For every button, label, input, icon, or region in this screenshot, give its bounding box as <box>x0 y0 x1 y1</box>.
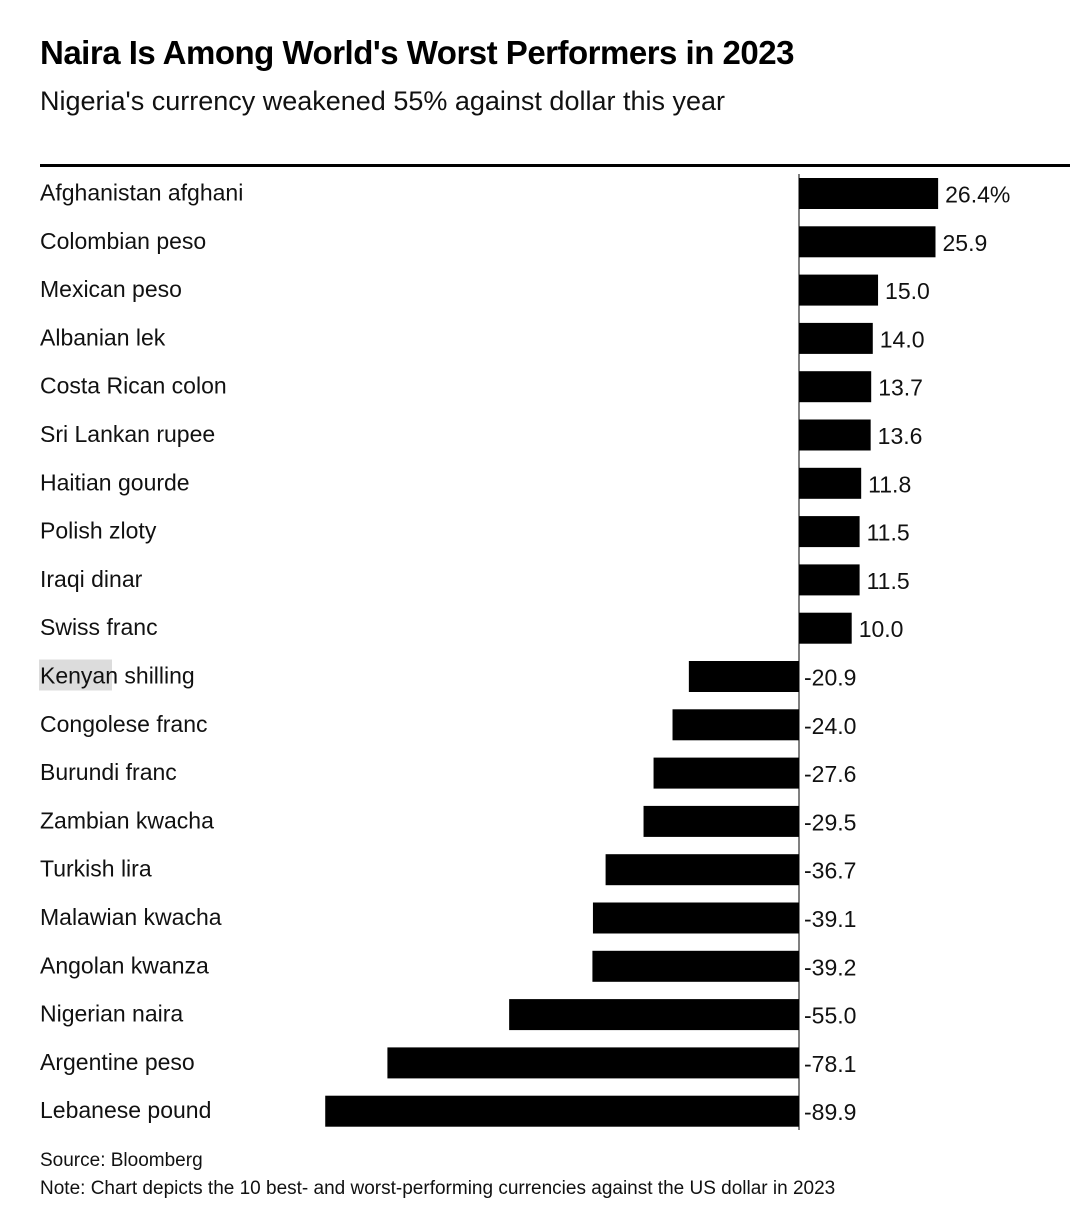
selection-highlight <box>39 659 112 691</box>
bar <box>799 274 879 306</box>
value-label: -39.2 <box>804 954 856 980</box>
bar <box>325 1095 799 1127</box>
category-label: Angolan kwanza <box>40 952 209 978</box>
value-label: -29.5 <box>804 809 856 835</box>
value-label: 15.0 <box>885 278 930 304</box>
category-label: Burundi franc <box>40 759 177 785</box>
category-label: Iraqi dinar <box>40 566 143 592</box>
bar <box>592 950 799 982</box>
value-label: -24.0 <box>804 713 856 739</box>
value-label: -55.0 <box>804 1003 856 1029</box>
category-label: Sri Lankan rupee <box>40 421 215 447</box>
value-label: 11.5 <box>867 568 910 594</box>
bar <box>592 902 799 934</box>
bar <box>799 516 860 548</box>
value-label: 25.9 <box>942 230 987 256</box>
value-label: -27.6 <box>804 761 856 787</box>
category-label: Haitian gourde <box>40 469 190 495</box>
source-note: Source: Bloomberg <box>40 1150 203 1171</box>
bar <box>387 1047 799 1079</box>
value-label: -78.1 <box>804 1051 856 1077</box>
bar <box>799 371 872 403</box>
category-label: Afghanistan afghani <box>40 180 243 206</box>
category-label: Congolese franc <box>40 711 208 737</box>
category-label: Turkish lira <box>40 856 152 882</box>
bar <box>653 757 799 789</box>
category-label: Albanian lek <box>40 324 166 350</box>
bar <box>688 661 799 692</box>
category-label: Argentine peso <box>40 1049 195 1075</box>
value-label: -39.1 <box>804 906 856 932</box>
category-label: Swiss franc <box>40 614 158 640</box>
category-label: Colombian peso <box>40 228 206 254</box>
value-label: 13.7 <box>878 375 923 401</box>
bar <box>799 419 871 451</box>
category-label: Malawian kwacha <box>40 904 222 930</box>
value-label: -36.7 <box>804 858 856 884</box>
value-label: 14.0 <box>880 326 925 352</box>
value-label: 11.8 <box>868 471 911 497</box>
bar <box>799 564 860 596</box>
value-label: 26.4% <box>945 182 1010 208</box>
category-label: Mexican peso <box>40 276 182 302</box>
bar <box>605 854 799 886</box>
category-label: Lebanese pound <box>40 1097 211 1123</box>
category-label: Costa Rican colon <box>40 373 227 399</box>
value-label: 13.6 <box>878 423 923 449</box>
top-rule <box>40 164 1070 167</box>
bar-chart: Afghanistan afghani 26.4% Colombian peso 25… <box>39 164 1070 1130</box>
value-label: -20.9 <box>804 665 856 691</box>
category-label: Kenyan shilling <box>40 663 195 689</box>
bar <box>799 612 852 644</box>
bar <box>643 805 799 837</box>
bar <box>672 709 799 741</box>
bar <box>799 322 873 354</box>
value-label: -89.9 <box>804 1099 856 1125</box>
category-label: Nigerian naira <box>40 1001 183 1027</box>
category-label: Polish zloty <box>40 518 157 544</box>
category-label: Zambian kwacha <box>40 807 214 833</box>
bar <box>799 178 939 209</box>
bar <box>509 999 799 1031</box>
bar <box>799 467 862 499</box>
value-label: 11.5 <box>867 520 910 546</box>
chart-title: Naira Is Among World's Worst Performers … <box>40 34 794 71</box>
value-label: 10.0 <box>859 616 904 642</box>
footnote: Note: Chart depicts the 10 best- and wor… <box>40 1178 836 1199</box>
bar <box>799 226 936 258</box>
chart-subtitle: Nigeria's currency weakened 55% against … <box>40 86 726 116</box>
